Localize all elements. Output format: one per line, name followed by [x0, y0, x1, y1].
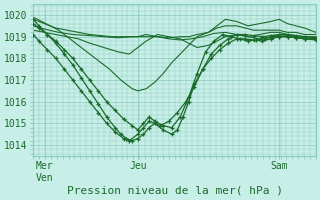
X-axis label: Pression niveau de la mer( hPa ): Pression niveau de la mer( hPa )	[67, 186, 283, 196]
